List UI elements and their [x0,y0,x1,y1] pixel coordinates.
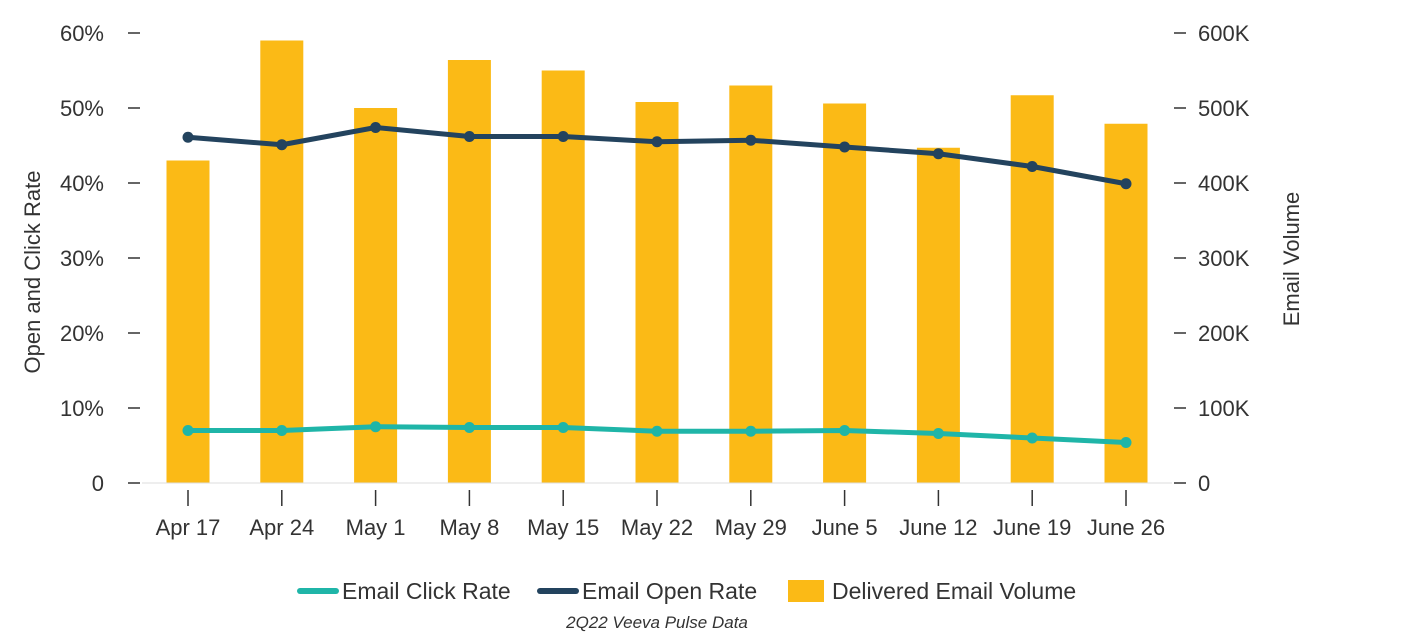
left-axis-tick-label: 20% [60,321,104,346]
x-axis: Apr 17 Apr 24 May 1 May 8 May 15 May 22 May 29… [142,482,1172,540]
legend-label-click-rate: Email Click Rate [342,578,511,604]
point-email-open-rate [182,131,194,143]
point-email-click-rate [839,425,851,436]
x-axis-tick-label: May 1 [346,515,406,540]
right-axis-tick-label: 400K [1198,171,1250,196]
bar-delivered-volume [1104,123,1148,483]
point-email-click-rate [745,425,757,437]
point-email-open-rate [557,131,569,142]
right-axis-tick-label: 0 [1198,471,1210,496]
point-email-click-rate [1120,437,1132,448]
left-axis-tick-label: 50% [60,96,104,121]
point-email-click-rate [932,428,944,439]
x-axis-tick-label: June 19 [993,515,1071,540]
legend-item-click-rate: Email Click Rate [297,578,511,604]
bar-delivered-volume [916,147,960,483]
chart-caption: 2Q22 Veeva Pulse Data [565,613,748,632]
point-email-open-rate [276,139,288,151]
x-axis-tick-label: May 8 [439,515,499,540]
legend-item-delivered-volume: Delivered Email Volume [788,578,1076,604]
left-axis-title: Open and Click Rate [20,171,45,374]
right-axis-tick-label: 300K [1198,246,1250,271]
left-axis-tick-label: 60% [60,21,104,46]
point-email-open-rate [651,136,663,148]
x-axis-tick-label: Apr 24 [249,515,314,540]
bar-delivered-volume [354,108,398,483]
legend-label-delivered-volume: Delivered Email Volume [832,578,1076,604]
point-email-click-rate [557,422,569,433]
x-axis-tick-label: Apr 17 [156,515,221,540]
right-y-axis: 0 100K 200K 300K 400K 500K 600K [1174,21,1250,496]
point-email-open-rate [1026,161,1038,172]
x-axis-tick-label: June 12 [899,515,977,540]
x-axis-tick-label: May 29 [715,515,787,540]
legend-swatch-delivered-volume [788,580,824,602]
line-series-email-click-rate [182,421,1132,448]
bar-delivered-volume [823,103,867,483]
bar-delivered-volume [635,102,679,483]
point-email-click-rate [651,425,663,437]
line-series-group [182,122,1132,448]
bar-series-delivered-email-volume [166,40,1148,483]
legend-item-open-rate: Email Open Rate [537,578,757,604]
right-axis-tick-label: 100K [1198,396,1250,421]
x-axis-tick-label: May 15 [527,515,599,540]
x-axis-tick-label: June 5 [812,515,878,540]
x-axis-tick-label: June 26 [1087,515,1165,540]
left-axis-tick-label: 0 [92,471,104,496]
point-email-open-rate [370,122,382,133]
right-axis-tick-label: 200K [1198,321,1250,346]
point-email-click-rate [463,422,475,433]
point-email-click-rate [1026,432,1038,444]
right-axis-tick-label: 500K [1198,96,1250,121]
bar-delivered-volume [447,60,491,483]
left-axis-tick-label: 40% [60,171,104,196]
point-email-open-rate [839,141,851,153]
right-axis-title: Email Volume [1279,192,1304,327]
point-email-open-rate [932,148,944,160]
point-email-click-rate [276,425,288,436]
line-series-email-open-rate [182,122,1132,190]
bar-delivered-volume [260,40,304,483]
point-email-open-rate [745,134,757,146]
bar-delivered-volume [729,85,773,483]
point-email-open-rate [1120,178,1132,190]
bar-delivered-volume [1010,95,1054,483]
legend: Email Click Rate Email Open Rate Deliver… [297,578,1076,604]
left-y-axis: 0 10% 20% 30% 40% 50% 60% [60,21,140,496]
point-email-click-rate [370,421,382,433]
point-email-click-rate [182,425,194,436]
point-email-open-rate [463,131,475,142]
left-axis-tick-label: 30% [60,246,104,271]
x-axis-tick-label: May 22 [621,515,693,540]
legend-label-open-rate: Email Open Rate [582,578,757,604]
left-axis-tick-label: 10% [60,396,104,421]
right-axis-tick-label: 600K [1198,21,1250,46]
